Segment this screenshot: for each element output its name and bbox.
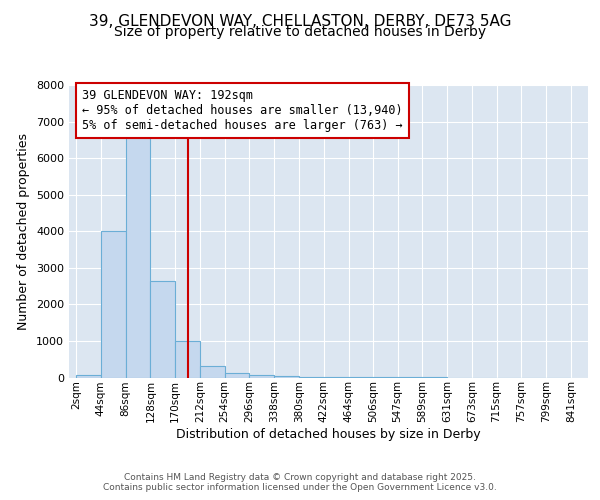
Text: 39 GLENDEVON WAY: 192sqm
← 95% of detached houses are smaller (13,940)
5% of sem: 39 GLENDEVON WAY: 192sqm ← 95% of detach… bbox=[82, 90, 403, 132]
Bar bbox=[101, 231, 125, 378]
Bar bbox=[274, 376, 299, 378]
Text: Size of property relative to detached houses in Derby: Size of property relative to detached ho… bbox=[114, 25, 486, 39]
Bar bbox=[76, 374, 101, 378]
Y-axis label: Number of detached properties: Number of detached properties bbox=[17, 132, 31, 330]
Bar bbox=[151, 280, 175, 378]
Bar bbox=[250, 374, 274, 378]
Text: 39, GLENDEVON WAY, CHELLASTON, DERBY, DE73 5AG: 39, GLENDEVON WAY, CHELLASTON, DERBY, DE… bbox=[89, 14, 511, 29]
Bar bbox=[224, 373, 250, 378]
Bar bbox=[175, 341, 200, 378]
Text: Contains HM Land Registry data © Crown copyright and database right 2025.: Contains HM Land Registry data © Crown c… bbox=[124, 472, 476, 482]
Bar bbox=[125, 134, 151, 378]
X-axis label: Distribution of detached houses by size in Derby: Distribution of detached houses by size … bbox=[176, 428, 481, 441]
Text: Contains public sector information licensed under the Open Government Licence v3: Contains public sector information licen… bbox=[103, 484, 497, 492]
Bar bbox=[200, 366, 224, 378]
